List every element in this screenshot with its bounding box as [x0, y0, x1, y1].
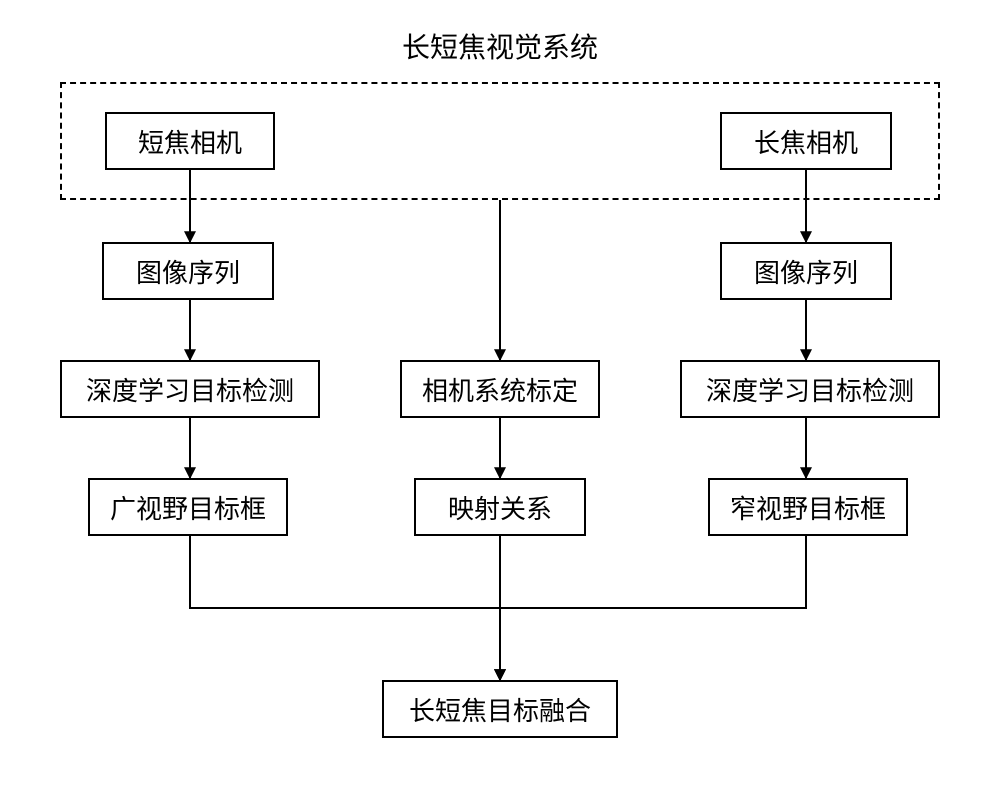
node-fusion: 长短焦目标融合 — [382, 680, 618, 738]
node-short-camera: 短焦相机 — [105, 112, 275, 170]
edge — [190, 536, 500, 680]
node-wide-box: 广视野目标框 — [88, 478, 288, 536]
node-detect-right: 深度学习目标检测 — [680, 360, 940, 418]
node-calibration: 相机系统标定 — [400, 360, 600, 418]
node-seq-right: 图像序列 — [720, 242, 892, 300]
edge — [500, 536, 806, 680]
node-long-camera: 长焦相机 — [720, 112, 892, 170]
node-seq-left: 图像序列 — [102, 242, 274, 300]
node-narrow-box: 窄视野目标框 — [708, 478, 908, 536]
node-detect-left: 深度学习目标检测 — [60, 360, 320, 418]
diagram-title: 长短焦视觉系统 — [0, 26, 1000, 66]
node-mapping: 映射关系 — [414, 478, 586, 536]
flowchart-canvas: 长短焦视觉系统 短焦相机 长焦相机 图像序列 图像序列 深度学习目标检测 相机系… — [0, 0, 1000, 798]
